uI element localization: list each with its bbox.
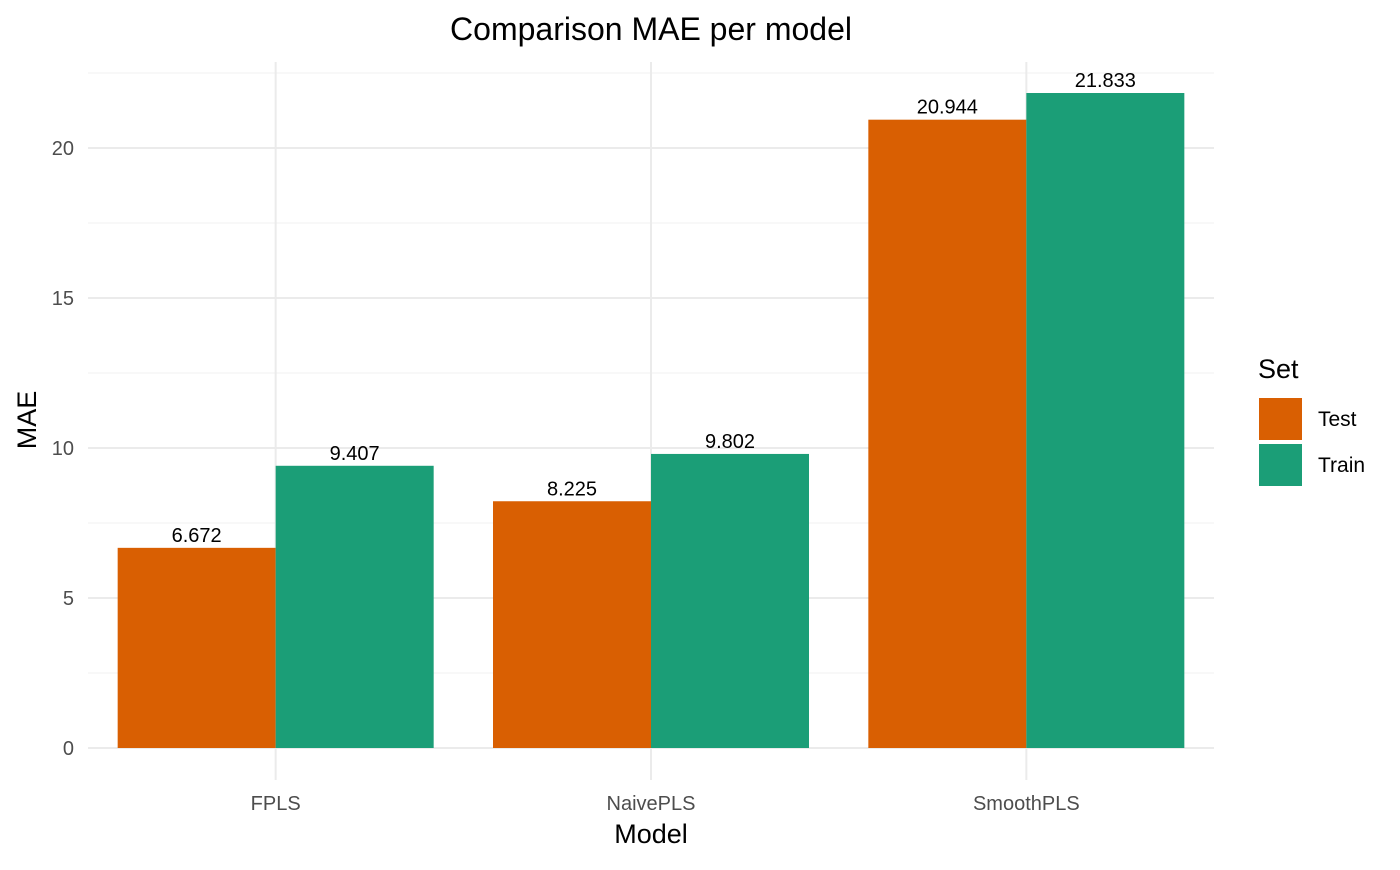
legend-items: Test Train [1259,398,1365,486]
legend: Set Test Train [1258,354,1365,486]
bar-train-smoothpls [1026,93,1185,748]
y-tick-label: 0 [63,738,74,760]
bar-test-smoothpls [868,119,1027,749]
bar-value-label: 9.802 [705,431,755,453]
bar-test-fpls [117,547,276,748]
bars [117,93,1185,749]
chart-title: Comparison MAE per model [450,11,852,47]
x-axis-title: Model [614,819,688,849]
y-tick-label: 15 [52,288,74,310]
y-axis-title: MAE [12,391,42,450]
bar-train-fpls [275,465,434,748]
y-tick-label: 10 [52,438,74,460]
bar-test-naivepls [493,501,651,748]
bar-value-label: 20.944 [917,97,978,119]
x-tick-label: SmoothPLS [973,793,1080,815]
y-tick-label: 5 [63,588,74,610]
bar-value-labels: 6.672 9.407 8.225 9.802 20.944 21.833 [172,70,1136,547]
legend-label-test: Test [1318,408,1357,431]
legend-key-test [1259,398,1302,440]
bar-train-naivepls [651,453,809,748]
y-axis-ticks: 0 5 10 15 20 [52,138,74,760]
bar-value-label: 9.407 [330,443,380,465]
bar-value-label: 21.833 [1075,70,1136,92]
x-tick-label: FPLS [251,793,301,815]
y-tick-label: 20 [52,138,74,160]
legend-key-train [1259,444,1302,486]
bar-value-label: 8.225 [547,478,597,500]
legend-title: Set [1258,354,1299,384]
legend-label-train: Train [1318,454,1365,477]
x-tick-label: NaivePLS [607,793,696,815]
x-axis-ticks: FPLS NaivePLS SmoothPLS [251,793,1080,815]
bar-value-label: 6.672 [172,525,222,547]
